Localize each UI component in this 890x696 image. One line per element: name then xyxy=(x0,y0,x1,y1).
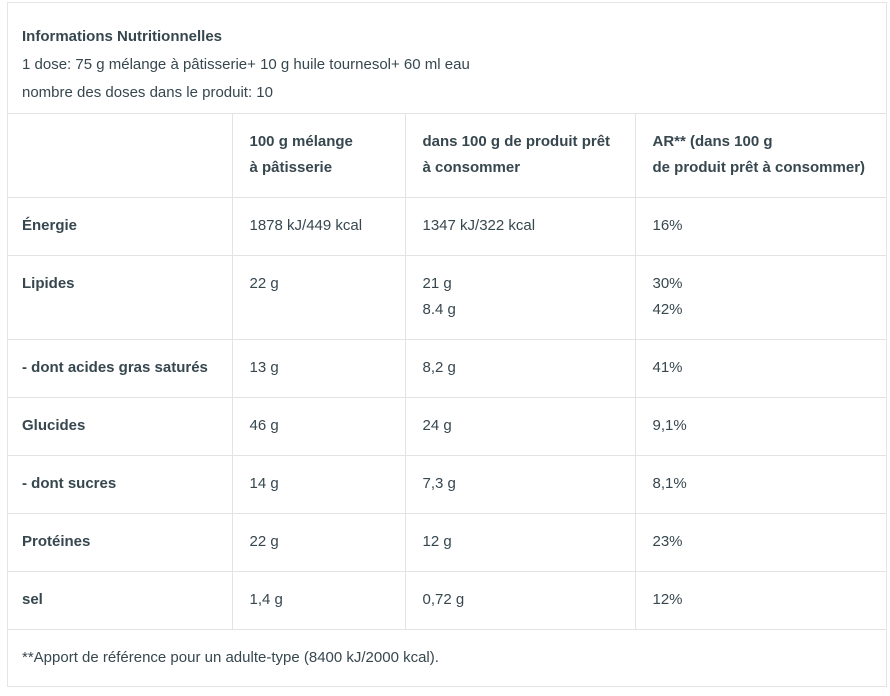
section-title: Informations Nutritionnelles xyxy=(22,28,223,45)
value-reference-intake: 8,1% xyxy=(635,455,886,514)
row-label: - dont acides gras saturés xyxy=(8,339,233,398)
table-row-energy: Énergie 1878 kJ/449 kcal 1347 kJ/322 kca… xyxy=(8,197,886,256)
header-cell-empty xyxy=(8,113,233,198)
row-label: Glucides xyxy=(8,397,233,456)
value-reference-intake: 16% xyxy=(635,197,886,256)
row-label: Énergie xyxy=(8,197,233,256)
value-mix: 46 g xyxy=(232,397,406,456)
value-mix: 1878 kJ/449 kcal xyxy=(232,197,406,256)
value-mix: 22 g xyxy=(232,513,406,572)
footnote-row: **Apport de référence pour un adulte-typ… xyxy=(8,630,886,687)
value-mix: 22 g xyxy=(232,255,406,340)
dose-description: 1 dose: 75 g mélange à pâtisserie+ 10 g … xyxy=(22,56,470,73)
value-reference-intake: 30% 42% xyxy=(635,255,886,340)
table-header-row: 100 g mélange à pâtisserie dans 100 g de… xyxy=(8,113,886,198)
value-reference-intake: 9,1% xyxy=(635,397,886,456)
value-prepared: 24 g xyxy=(405,397,636,456)
value-reference-intake: 12% xyxy=(635,571,886,630)
nutrition-info-card: Informations Nutritionnelles 1 dose: 75 … xyxy=(7,2,887,687)
value-mix: 13 g xyxy=(232,339,406,398)
header-cell-reference-intake: AR** (dans 100 g de produit prêt à conso… xyxy=(635,113,886,198)
header-cell-prepared: dans 100 g de produit prêt à consommer xyxy=(405,113,636,198)
value-prepared: 1347 kJ/322 kcal xyxy=(405,197,636,256)
value-reference-intake: 41% xyxy=(635,339,886,398)
value-prepared: 8,2 g xyxy=(405,339,636,398)
value-prepared: 7,3 g xyxy=(405,455,636,514)
table-row-carbohydrates: Glucides 46 g 24 g 9,1% xyxy=(8,397,886,456)
nutrition-table: 100 g mélange à pâtisserie dans 100 g de… xyxy=(8,113,886,687)
value-reference-intake: 23% xyxy=(635,513,886,572)
table-row-fat: Lipides 22 g 21 g 8.4 g 30% 42% xyxy=(8,255,886,340)
value-prepared: 21 g 8.4 g xyxy=(405,255,636,340)
table-row-saturated-fat: - dont acides gras saturés 13 g 8,2 g 41… xyxy=(8,339,886,398)
intro-section: Informations Nutritionnelles 1 dose: 75 … xyxy=(8,3,886,107)
row-label: sel xyxy=(8,571,233,630)
reference-intake-footnote: **Apport de référence pour un adulte-typ… xyxy=(22,649,439,666)
value-mix: 1,4 g xyxy=(232,571,406,630)
servings-count: nombre des doses dans le produit: 10 xyxy=(22,84,273,101)
row-label: Lipides xyxy=(8,255,233,340)
row-label: - dont sucres xyxy=(8,455,233,514)
header-cell-mix: 100 g mélange à pâtisserie xyxy=(232,113,406,198)
table-row-protein: Protéines 22 g 12 g 23% xyxy=(8,513,886,572)
row-label: Protéines xyxy=(8,513,233,572)
table-row-salt: sel 1,4 g 0,72 g 12% xyxy=(8,571,886,630)
value-mix: 14 g xyxy=(232,455,406,514)
value-prepared: 0,72 g xyxy=(405,571,636,630)
value-prepared: 12 g xyxy=(405,513,636,572)
table-row-sugars: - dont sucres 14 g 7,3 g 8,1% xyxy=(8,455,886,514)
